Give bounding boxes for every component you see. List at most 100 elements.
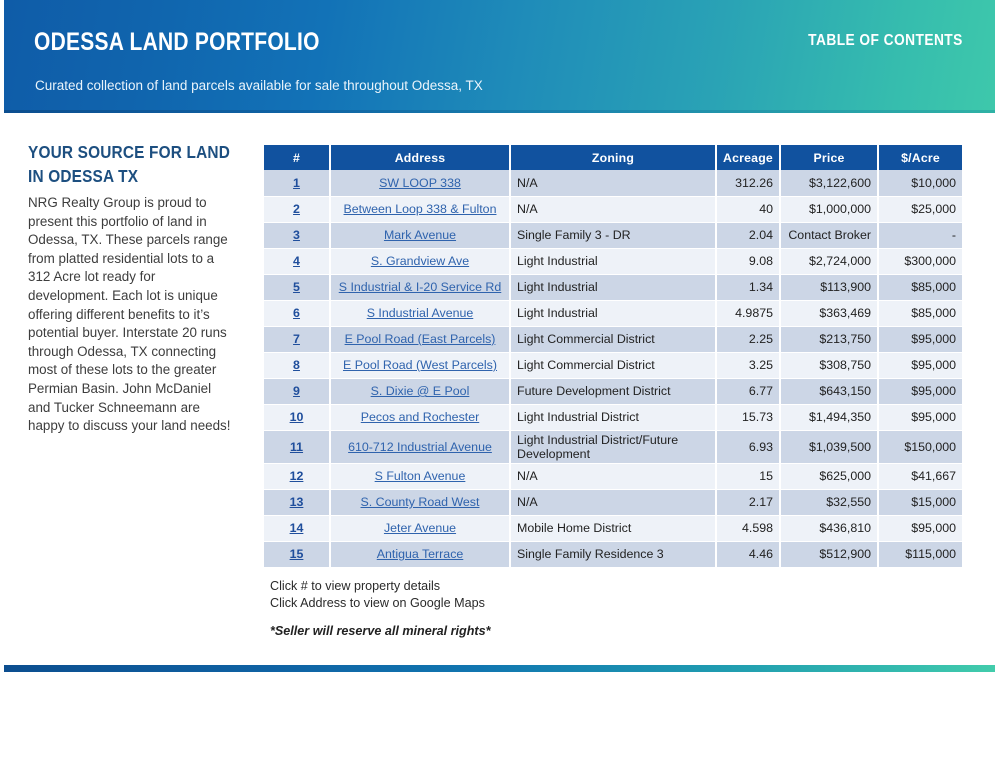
cell-price: $1,039,500: [780, 430, 879, 464]
cell-zoning: Light Industrial District/Future Develop…: [510, 430, 717, 464]
cell-number[interactable]: 8: [264, 352, 331, 379]
table-row: 7 E Pool Road (East Parcels) Light Commerc…: [264, 326, 962, 353]
property-detail-link[interactable]: 12: [289, 469, 304, 483]
property-detail-link[interactable]: 6: [293, 306, 300, 320]
cell-acreage: 6.77: [716, 378, 781, 405]
google-maps-link[interactable]: S Industrial & I-20 Service Rd: [338, 280, 502, 294]
google-maps-link[interactable]: S. County Road West: [360, 495, 480, 509]
property-detail-link[interactable]: 8: [293, 358, 300, 372]
cell-zoning: Single Family 3 - DR: [510, 222, 717, 249]
google-maps-link[interactable]: Pecos and Rochester: [360, 410, 480, 424]
property-detail-link[interactable]: 13: [289, 495, 304, 509]
google-maps-link[interactable]: E Pool Road (West Parcels): [342, 358, 498, 372]
google-maps-link[interactable]: E Pool Road (East Parcels): [344, 332, 496, 346]
table-row: 2 Between Loop 338 & Fulton N/A 40 $1,000,00…: [264, 196, 962, 223]
cell-address[interactable]: Mark Avenue: [330, 222, 511, 249]
cell-number[interactable]: 2: [264, 196, 331, 223]
cell-address[interactable]: SW LOOP 338: [330, 170, 511, 197]
property-detail-link[interactable]: 15: [289, 547, 304, 561]
google-maps-link[interactable]: Jeter Avenue: [383, 521, 457, 535]
cell-number[interactable]: 9: [264, 378, 331, 405]
cell-number[interactable]: 13: [264, 489, 331, 516]
cell-acreage: 15: [716, 463, 781, 490]
property-detail-link[interactable]: 3: [293, 228, 300, 242]
cell-per-acre: $10,000: [878, 170, 962, 197]
column-header-number[interactable]: #: [264, 145, 331, 170]
cell-zoning: Light Industrial District: [510, 404, 717, 431]
cell-per-acre: $115,000: [878, 541, 962, 568]
cell-zoning: N/A: [510, 170, 717, 197]
cell-address[interactable]: Antigua Terrace: [330, 541, 511, 568]
cell-acreage: 6.93: [716, 430, 781, 464]
cell-per-acre: $300,000: [878, 248, 962, 275]
cell-number[interactable]: 4: [264, 248, 331, 275]
column-header-acreage[interactable]: Acreage: [716, 145, 781, 170]
cell-address[interactable]: S. Dixie @ E Pool: [330, 378, 511, 405]
google-maps-link[interactable]: Antigua Terrace: [376, 547, 464, 561]
cell-acreage: 9.08: [716, 248, 781, 275]
property-detail-link[interactable]: 2: [293, 202, 300, 216]
cell-address[interactable]: Pecos and Rochester: [330, 404, 511, 431]
cell-address[interactable]: Jeter Avenue: [330, 515, 511, 542]
cell-number[interactable]: 11: [264, 430, 331, 464]
cell-per-acre: -: [878, 222, 962, 249]
google-maps-link[interactable]: S Industrial Avenue: [366, 306, 474, 320]
property-detail-link[interactable]: 11: [289, 439, 304, 454]
table-row: 4 S. Grandview Ave Light Industrial 9.08 $2,…: [264, 248, 962, 275]
google-maps-link[interactable]: S Fulton Avenue: [374, 469, 466, 483]
google-maps-link[interactable]: 610-712 Industrial Avenue: [348, 439, 492, 454]
cell-number[interactable]: 7: [264, 326, 331, 353]
property-detail-link[interactable]: 1: [293, 175, 300, 190]
property-detail-link[interactable]: 9: [293, 384, 300, 398]
cell-acreage: 4.9875: [716, 300, 781, 327]
cell-acreage: 2.25: [716, 326, 781, 353]
cell-per-acre: $41,667: [878, 463, 962, 490]
cell-number[interactable]: 10: [264, 404, 331, 431]
cell-price: $32,550: [780, 489, 879, 516]
cell-address[interactable]: S Industrial & I-20 Service Rd: [330, 274, 511, 301]
google-maps-link[interactable]: S. Dixie @ E Pool: [370, 384, 470, 398]
cell-number[interactable]: 6: [264, 300, 331, 327]
cell-number[interactable]: 3: [264, 222, 331, 249]
page-title: ODESSA LAND PORTFOLIO: [34, 28, 320, 56]
column-header-address[interactable]: Address: [330, 145, 511, 170]
cell-acreage: 3.25: [716, 352, 781, 379]
page-header: ODESSA LAND PORTFOLIO Curated collection…: [4, 0, 995, 113]
cell-acreage: 312.26: [716, 170, 781, 197]
cell-price: $436,810: [780, 515, 879, 542]
instruction-click-number: Click # to view property details: [270, 579, 441, 593]
property-detail-link[interactable]: 5: [293, 280, 300, 294]
cell-number[interactable]: 12: [264, 463, 331, 490]
cell-number[interactable]: 5: [264, 274, 331, 301]
property-detail-link[interactable]: 4: [293, 254, 300, 268]
cell-address[interactable]: S. County Road West: [330, 489, 511, 516]
parcels-table-container: # Address Zoning Acreage Price $/Acre 1 S…: [264, 145, 962, 568]
column-header-zoning[interactable]: Zoning: [510, 145, 717, 170]
cell-address[interactable]: Between Loop 338 & Fulton: [330, 196, 511, 223]
cell-number[interactable]: 14: [264, 515, 331, 542]
cell-address[interactable]: E Pool Road (West Parcels): [330, 352, 511, 379]
table-header-row: # Address Zoning Acreage Price $/Acre: [264, 145, 962, 170]
google-maps-link[interactable]: S. Grandview Ave: [370, 254, 470, 268]
cell-number[interactable]: 15: [264, 541, 331, 568]
cell-acreage: 40: [716, 196, 781, 223]
google-maps-link[interactable]: Between Loop 338 & Fulton: [343, 202, 497, 216]
table-instructions: Click # to view property details Click A…: [270, 578, 485, 612]
cell-address[interactable]: 610-712 Industrial Avenue: [330, 430, 511, 464]
cell-address[interactable]: S Industrial Avenue: [330, 300, 511, 327]
cell-address[interactable]: S Fulton Avenue: [330, 463, 511, 490]
cell-number[interactable]: 1: [264, 170, 331, 197]
cell-address[interactable]: E Pool Road (East Parcels): [330, 326, 511, 353]
cell-price: $643,150: [780, 378, 879, 405]
google-maps-link[interactable]: SW LOOP 338: [379, 175, 461, 190]
instruction-click-address: Click Address to view on Google Maps: [270, 596, 485, 610]
property-detail-link[interactable]: 10: [289, 410, 304, 424]
property-detail-link[interactable]: 7: [293, 332, 300, 346]
column-header-per-acre[interactable]: $/Acre: [878, 145, 962, 170]
cell-price: $363,469: [780, 300, 879, 327]
google-maps-link[interactable]: Mark Avenue: [383, 228, 457, 242]
cell-address[interactable]: S. Grandview Ave: [330, 248, 511, 275]
property-detail-link[interactable]: 14: [289, 521, 304, 535]
cell-zoning: Single Family Residence 3: [510, 541, 717, 568]
column-header-price[interactable]: Price: [780, 145, 879, 170]
